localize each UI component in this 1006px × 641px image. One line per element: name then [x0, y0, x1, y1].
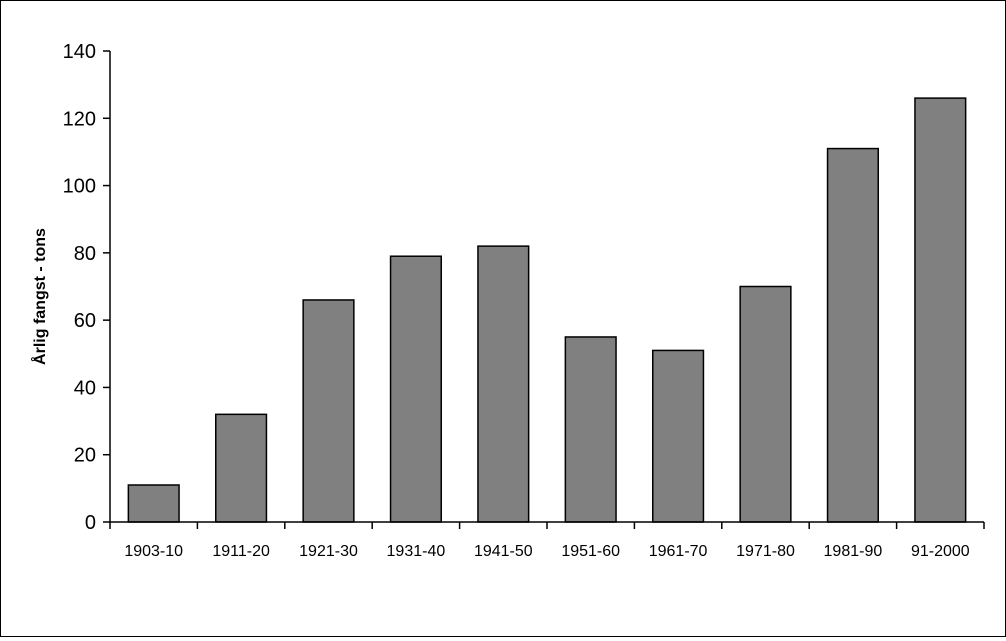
x-tick-label: 1951-60	[561, 543, 620, 560]
bar-1941-50	[477, 245, 530, 523]
bars	[127, 97, 967, 523]
y-axis-ticks: 0 20 40 60 80 100 120 140	[63, 41, 110, 534]
x-tick-label: 1911-20	[212, 543, 270, 560]
y-tick-label: 80	[74, 243, 96, 265]
x-tick-label: 1971-80	[736, 543, 795, 560]
bar-1903-10	[127, 484, 180, 523]
y-axis-title: Årlig fangst - tons	[30, 228, 49, 365]
y-tick-label: 20	[74, 445, 96, 467]
x-tick-label: 1941-50	[474, 543, 533, 560]
x-tick-label: 1931-40	[387, 543, 446, 560]
x-axis-ticks: 1903-10 1911-20 1921-30 1931-40 1941-50 1951-…	[109, 522, 985, 560]
x-tick-label: 1903-10	[124, 543, 183, 560]
y-tick-label: 120	[63, 108, 96, 130]
y-tick-label: 60	[74, 310, 96, 332]
bar-1951-60	[564, 336, 617, 523]
bar-1971-80	[739, 285, 792, 523]
bar-91-2000	[914, 97, 967, 523]
bar-1961-70	[652, 349, 705, 523]
y-tick-label: 100	[63, 176, 96, 198]
x-tick-label: 91-2000	[911, 543, 970, 560]
x-tick-label: 1921-30	[299, 543, 358, 560]
bar-1921-30	[302, 299, 355, 523]
bar-1931-40	[389, 255, 442, 523]
x-tick-label: 1961-70	[649, 543, 708, 560]
y-tick-label: 40	[74, 377, 96, 399]
bar-1981-90	[826, 147, 879, 523]
x-tick-label: 1981-90	[824, 543, 883, 560]
bar-1911-20	[215, 413, 268, 523]
y-tick-label: 140	[63, 41, 96, 63]
y-tick-label: 0	[85, 512, 96, 534]
